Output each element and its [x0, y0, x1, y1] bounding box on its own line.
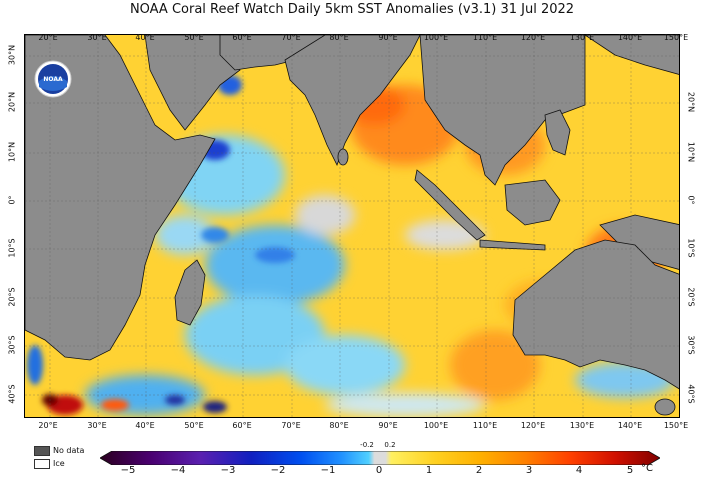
lon-label-bottom: 90°E: [378, 421, 398, 430]
lat-label-right: 30°S: [686, 335, 696, 355]
map-canvas: NOAA: [25, 35, 679, 417]
lon-label-top: 110°E: [472, 33, 498, 42]
ice-swatch: [34, 459, 50, 469]
lat-label-left: 10°S: [7, 238, 17, 258]
lon-label-bottom: 40°E: [135, 421, 155, 430]
lon-label-top: 120°E: [520, 33, 546, 42]
noaa-logo-text: NOAA: [43, 76, 63, 83]
lon-label-top: 90°E: [378, 33, 398, 42]
ice-label: Ice: [53, 459, 65, 468]
lat-label-right: 20°N: [686, 91, 696, 113]
lon-label-bottom: 100°E: [423, 421, 449, 430]
lon-label-bottom: 30°E: [87, 421, 107, 430]
lon-label-top: 40°E: [135, 33, 155, 42]
noaa-logo: NOAA: [34, 60, 72, 98]
lon-label-bottom: 60°E: [232, 421, 252, 430]
lon-label-top: 150°E: [663, 33, 689, 42]
lon-label-top: 50°E: [184, 33, 204, 42]
colorbar-unit: °C: [641, 463, 653, 474]
sst-anomaly-map[interactable]: NOAA: [24, 34, 680, 418]
colorbar-tick: −1: [320, 465, 336, 476]
lon-label-bottom: 50°E: [184, 421, 204, 430]
colorbar: [100, 451, 660, 465]
lat-label-left: 30°S: [7, 335, 17, 355]
no-data-swatch: [34, 446, 50, 456]
colorbar-small-tick: 0.2: [384, 441, 396, 449]
lon-label-top: 70°E: [281, 33, 301, 42]
colorbar-tick: 5: [626, 465, 634, 476]
graticule: [25, 35, 679, 417]
lon-label-bottom: 120°E: [520, 421, 546, 430]
colorbar-tick: 3: [525, 465, 533, 476]
lat-label-left: 20°N: [7, 91, 17, 113]
lat-label-left: 30°N: [7, 44, 17, 66]
lon-label-top: 60°E: [232, 33, 252, 42]
colorbar-tick: −2: [270, 465, 286, 476]
lon-label-top: 80°E: [329, 33, 349, 42]
lat-label-right: 20°S: [686, 287, 696, 307]
lon-label-top: 140°E: [617, 33, 643, 42]
land: [25, 35, 679, 416]
map-title: NOAA Coral Reef Watch Daily 5km SST Anom…: [129, 2, 575, 17]
no-data-label: No data: [53, 446, 85, 455]
lon-label-bottom: 70°E: [281, 421, 301, 430]
colorbar-tick: −3: [220, 465, 236, 476]
colorbar-tick: 2: [475, 465, 483, 476]
lon-label-bottom: 20°E: [38, 421, 58, 430]
lat-label-right: 10°S: [686, 238, 696, 258]
lat-label-left: 0°: [7, 195, 17, 205]
colorbar-tick: −4: [170, 465, 186, 476]
lon-label-top: 130°E: [569, 33, 595, 42]
lat-label-left: 10°N: [7, 141, 17, 163]
lat-label-left: 40°S: [7, 384, 17, 404]
lon-label-bottom: 110°E: [472, 421, 498, 430]
colorbar-tick: 1: [425, 465, 433, 476]
lon-label-bottom: 140°E: [617, 421, 643, 430]
lat-label-right: 0°: [686, 195, 696, 205]
lat-label-right: 10°N: [686, 141, 696, 163]
lon-label-top: 30°E: [87, 33, 107, 42]
colorbar-small-tick: -0.2: [360, 441, 374, 449]
lon-label-bottom: 130°E: [569, 421, 595, 430]
colorbar-tick: −5: [120, 465, 136, 476]
lon-label-top: 20°E: [38, 33, 58, 42]
lon-label-bottom: 80°E: [329, 421, 349, 430]
lon-label-top: 100°E: [423, 33, 449, 42]
colorbar-tick: 0: [375, 465, 383, 476]
colorbar-tick: 4: [575, 465, 583, 476]
lon-label-bottom: 150°E: [663, 421, 689, 430]
lat-label-left: 20°S: [7, 287, 17, 307]
lat-label-right: 40°S: [686, 384, 696, 404]
